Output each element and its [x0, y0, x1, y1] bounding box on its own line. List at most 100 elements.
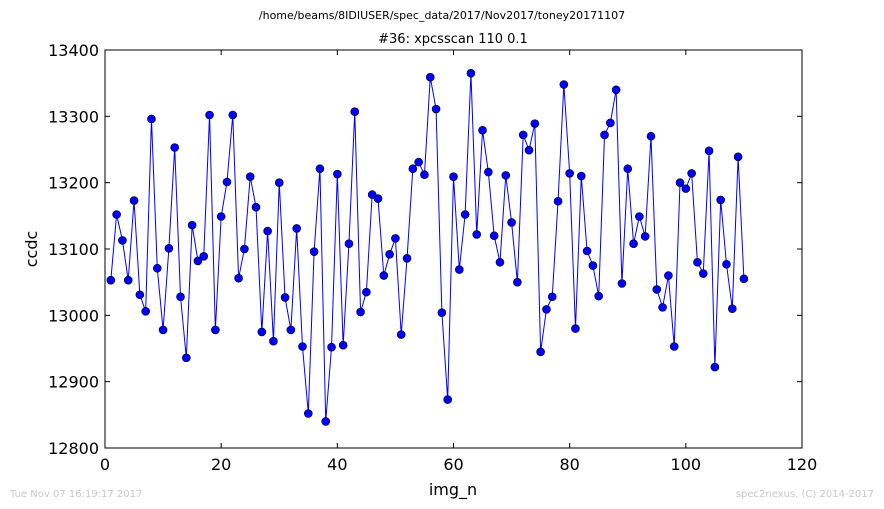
data-point	[629, 239, 638, 248]
data-point	[106, 275, 116, 285]
data-point	[669, 342, 679, 351]
data-point	[170, 143, 179, 152]
data-point	[588, 261, 598, 270]
data-point	[617, 279, 627, 288]
data-point	[356, 307, 365, 317]
x-axis-label: img_n	[429, 480, 477, 500]
y-axis-label: ccdc	[22, 231, 41, 268]
data-point	[147, 114, 156, 124]
data-point	[112, 210, 121, 219]
data-point	[466, 68, 476, 78]
data-point	[455, 265, 464, 274]
data-point	[338, 340, 348, 350]
data-point	[681, 184, 691, 193]
data-point	[431, 104, 441, 114]
data-point	[187, 220, 197, 230]
footer-timestamp: Tue Nov 07 16:19:17 2017	[9, 489, 142, 500]
data-point	[292, 224, 301, 233]
data-point	[542, 305, 551, 314]
data-point	[123, 275, 133, 285]
data-point	[664, 271, 673, 280]
x-tick-label: 20	[211, 455, 231, 474]
y-tick-label: 13400	[48, 41, 99, 60]
plot-area	[104, 49, 803, 449]
data-point	[280, 293, 290, 302]
data-point	[402, 253, 412, 263]
data-point	[321, 417, 331, 426]
data-point	[391, 234, 400, 243]
data-point	[693, 257, 702, 267]
data-point	[524, 145, 534, 155]
data-point	[286, 325, 296, 335]
data-point	[635, 212, 644, 221]
y-tick-label: 12900	[48, 373, 99, 392]
data-point	[193, 256, 203, 266]
data-point	[489, 231, 499, 241]
data-point	[228, 110, 238, 120]
data-point	[396, 330, 406, 339]
data-point	[553, 196, 563, 206]
data-point	[176, 292, 185, 302]
data-point	[298, 342, 307, 351]
data-point	[269, 336, 278, 346]
data-point	[199, 251, 209, 261]
data-point	[449, 172, 458, 181]
data-point	[205, 110, 214, 120]
chart-title: #36: xpcsscan 110 0.1	[378, 32, 528, 47]
data-point	[576, 171, 586, 181]
data-point	[333, 169, 342, 179]
data-point	[722, 259, 731, 269]
data-point	[251, 202, 261, 212]
data-point	[315, 164, 325, 174]
data-point	[222, 177, 232, 187]
data-point	[350, 107, 360, 116]
x-tick-label: 100	[671, 455, 702, 474]
data-point	[484, 167, 493, 177]
data-point	[118, 236, 127, 245]
data-point	[478, 125, 487, 135]
axis-tick-labels: 0 20 40 60 80 100 120 12800 12900 13000 13100 13200…	[48, 41, 817, 474]
data-point	[739, 274, 749, 284]
data-point	[658, 303, 667, 312]
data-point	[303, 409, 313, 418]
y-tick-label: 12800	[48, 439, 99, 458]
data-point	[727, 304, 737, 314]
data-series	[106, 68, 749, 426]
footer-credit: spec2nexus, (C) 2014-2017	[736, 489, 874, 500]
data-point	[420, 170, 429, 180]
data-point	[710, 362, 720, 372]
y-tick-label: 13000	[48, 306, 99, 325]
data-point	[640, 232, 650, 241]
data-point	[716, 195, 725, 205]
data-point	[646, 131, 656, 141]
data-point	[623, 164, 633, 174]
data-point	[164, 244, 174, 253]
y-tick-label: 13300	[48, 107, 99, 126]
data-point	[425, 72, 435, 82]
data-point	[733, 152, 743, 162]
data-point	[704, 146, 714, 156]
figure-suptitle: /home/beams/8IDIUSER/spec_data/2017/Nov2…	[259, 9, 625, 22]
data-point	[211, 325, 220, 335]
data-point	[611, 85, 621, 95]
data-point	[565, 169, 574, 178]
axis-ticks	[104, 49, 803, 449]
data-point	[240, 244, 249, 254]
data-point	[182, 353, 191, 363]
data-point	[606, 118, 615, 128]
data-point	[443, 395, 452, 404]
series-line	[110, 73, 745, 422]
data-point	[536, 347, 545, 357]
y-tick-label: 13100	[48, 240, 99, 259]
x-tick-label: 80	[559, 455, 579, 474]
data-point	[501, 171, 511, 180]
data-point	[437, 308, 447, 317]
data-point	[518, 130, 528, 140]
data-point	[152, 263, 162, 273]
data-point	[547, 292, 557, 302]
x-tick-label: 0	[100, 455, 110, 474]
data-point	[600, 130, 609, 140]
x-tick-label: 120	[787, 455, 818, 474]
data-point	[408, 164, 418, 174]
data-point	[379, 271, 389, 280]
